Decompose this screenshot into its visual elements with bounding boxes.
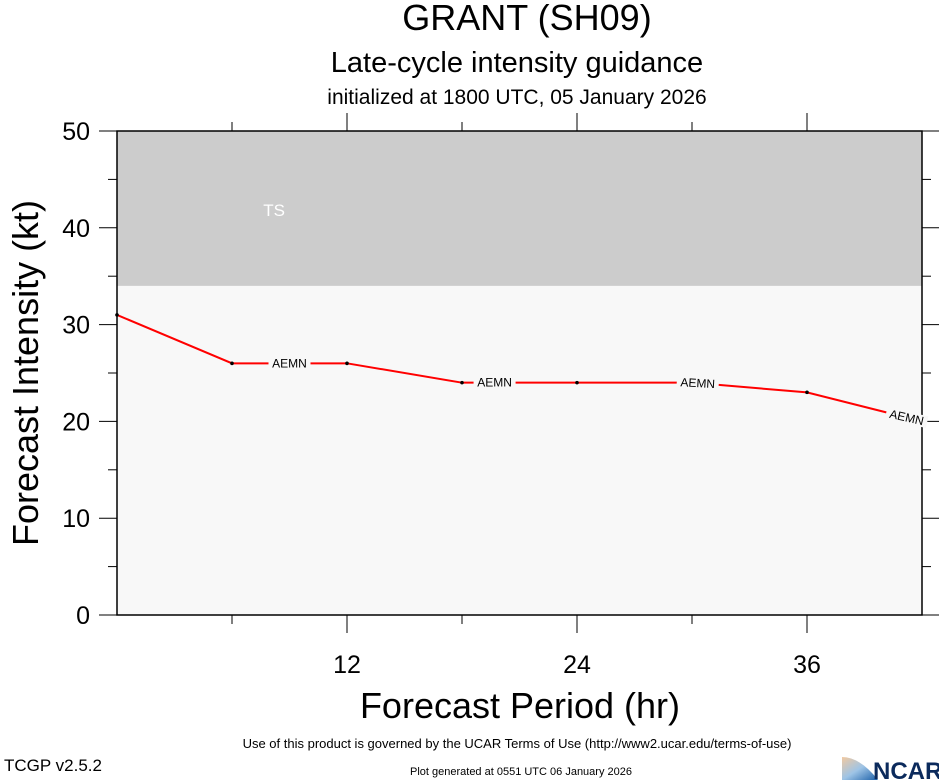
y-tick-label: 50 xyxy=(62,118,90,146)
label-gap xyxy=(676,376,720,391)
band-ts xyxy=(117,131,922,286)
chart-title: GRANT (SH09) xyxy=(402,0,651,38)
y-tick-label: 40 xyxy=(62,215,90,243)
y-axis-label: Forecast Intensity (kt) xyxy=(5,200,46,546)
chart-subtitle: Late-cycle intensity guidance xyxy=(331,47,703,79)
version: TCGP v2.5.2 xyxy=(4,756,102,775)
label-gap xyxy=(268,357,311,370)
series-label: AEMN xyxy=(477,376,512,390)
data-point xyxy=(230,361,234,366)
series-label: AEMN xyxy=(680,375,715,391)
generated-time: Plot generated at 0551 UTC 06 January 20… xyxy=(410,766,632,778)
band-label: TS xyxy=(263,201,285,220)
init-time: initialized at 1800 UTC, 05 January 2026 xyxy=(327,86,706,109)
y-tick-label: 0 xyxy=(76,602,90,630)
data-point xyxy=(805,390,809,395)
data-point xyxy=(575,380,579,385)
y-tick-label: 30 xyxy=(62,312,90,340)
data-point xyxy=(345,361,349,366)
series-label: AEMN xyxy=(272,356,307,370)
x-tick-label: 12 xyxy=(333,651,361,679)
x-axis-label: Forecast Period (hr) xyxy=(360,685,680,726)
ncar-logo: NCAR xyxy=(842,757,939,780)
y-tick-label: 20 xyxy=(62,408,90,436)
data-point xyxy=(460,380,464,385)
series-line xyxy=(116,313,923,423)
data-point xyxy=(115,313,119,317)
label-gap xyxy=(884,407,929,429)
x-tick-label: 36 xyxy=(793,651,821,679)
label-gap xyxy=(473,376,516,389)
svg-text:NCAR: NCAR xyxy=(873,758,939,780)
x-tick-label: 24 xyxy=(563,651,591,679)
terms-of-use: Use of this product is governed by the U… xyxy=(243,736,792,751)
y-tick-label: 10 xyxy=(62,505,90,533)
plot-frame xyxy=(116,130,923,616)
